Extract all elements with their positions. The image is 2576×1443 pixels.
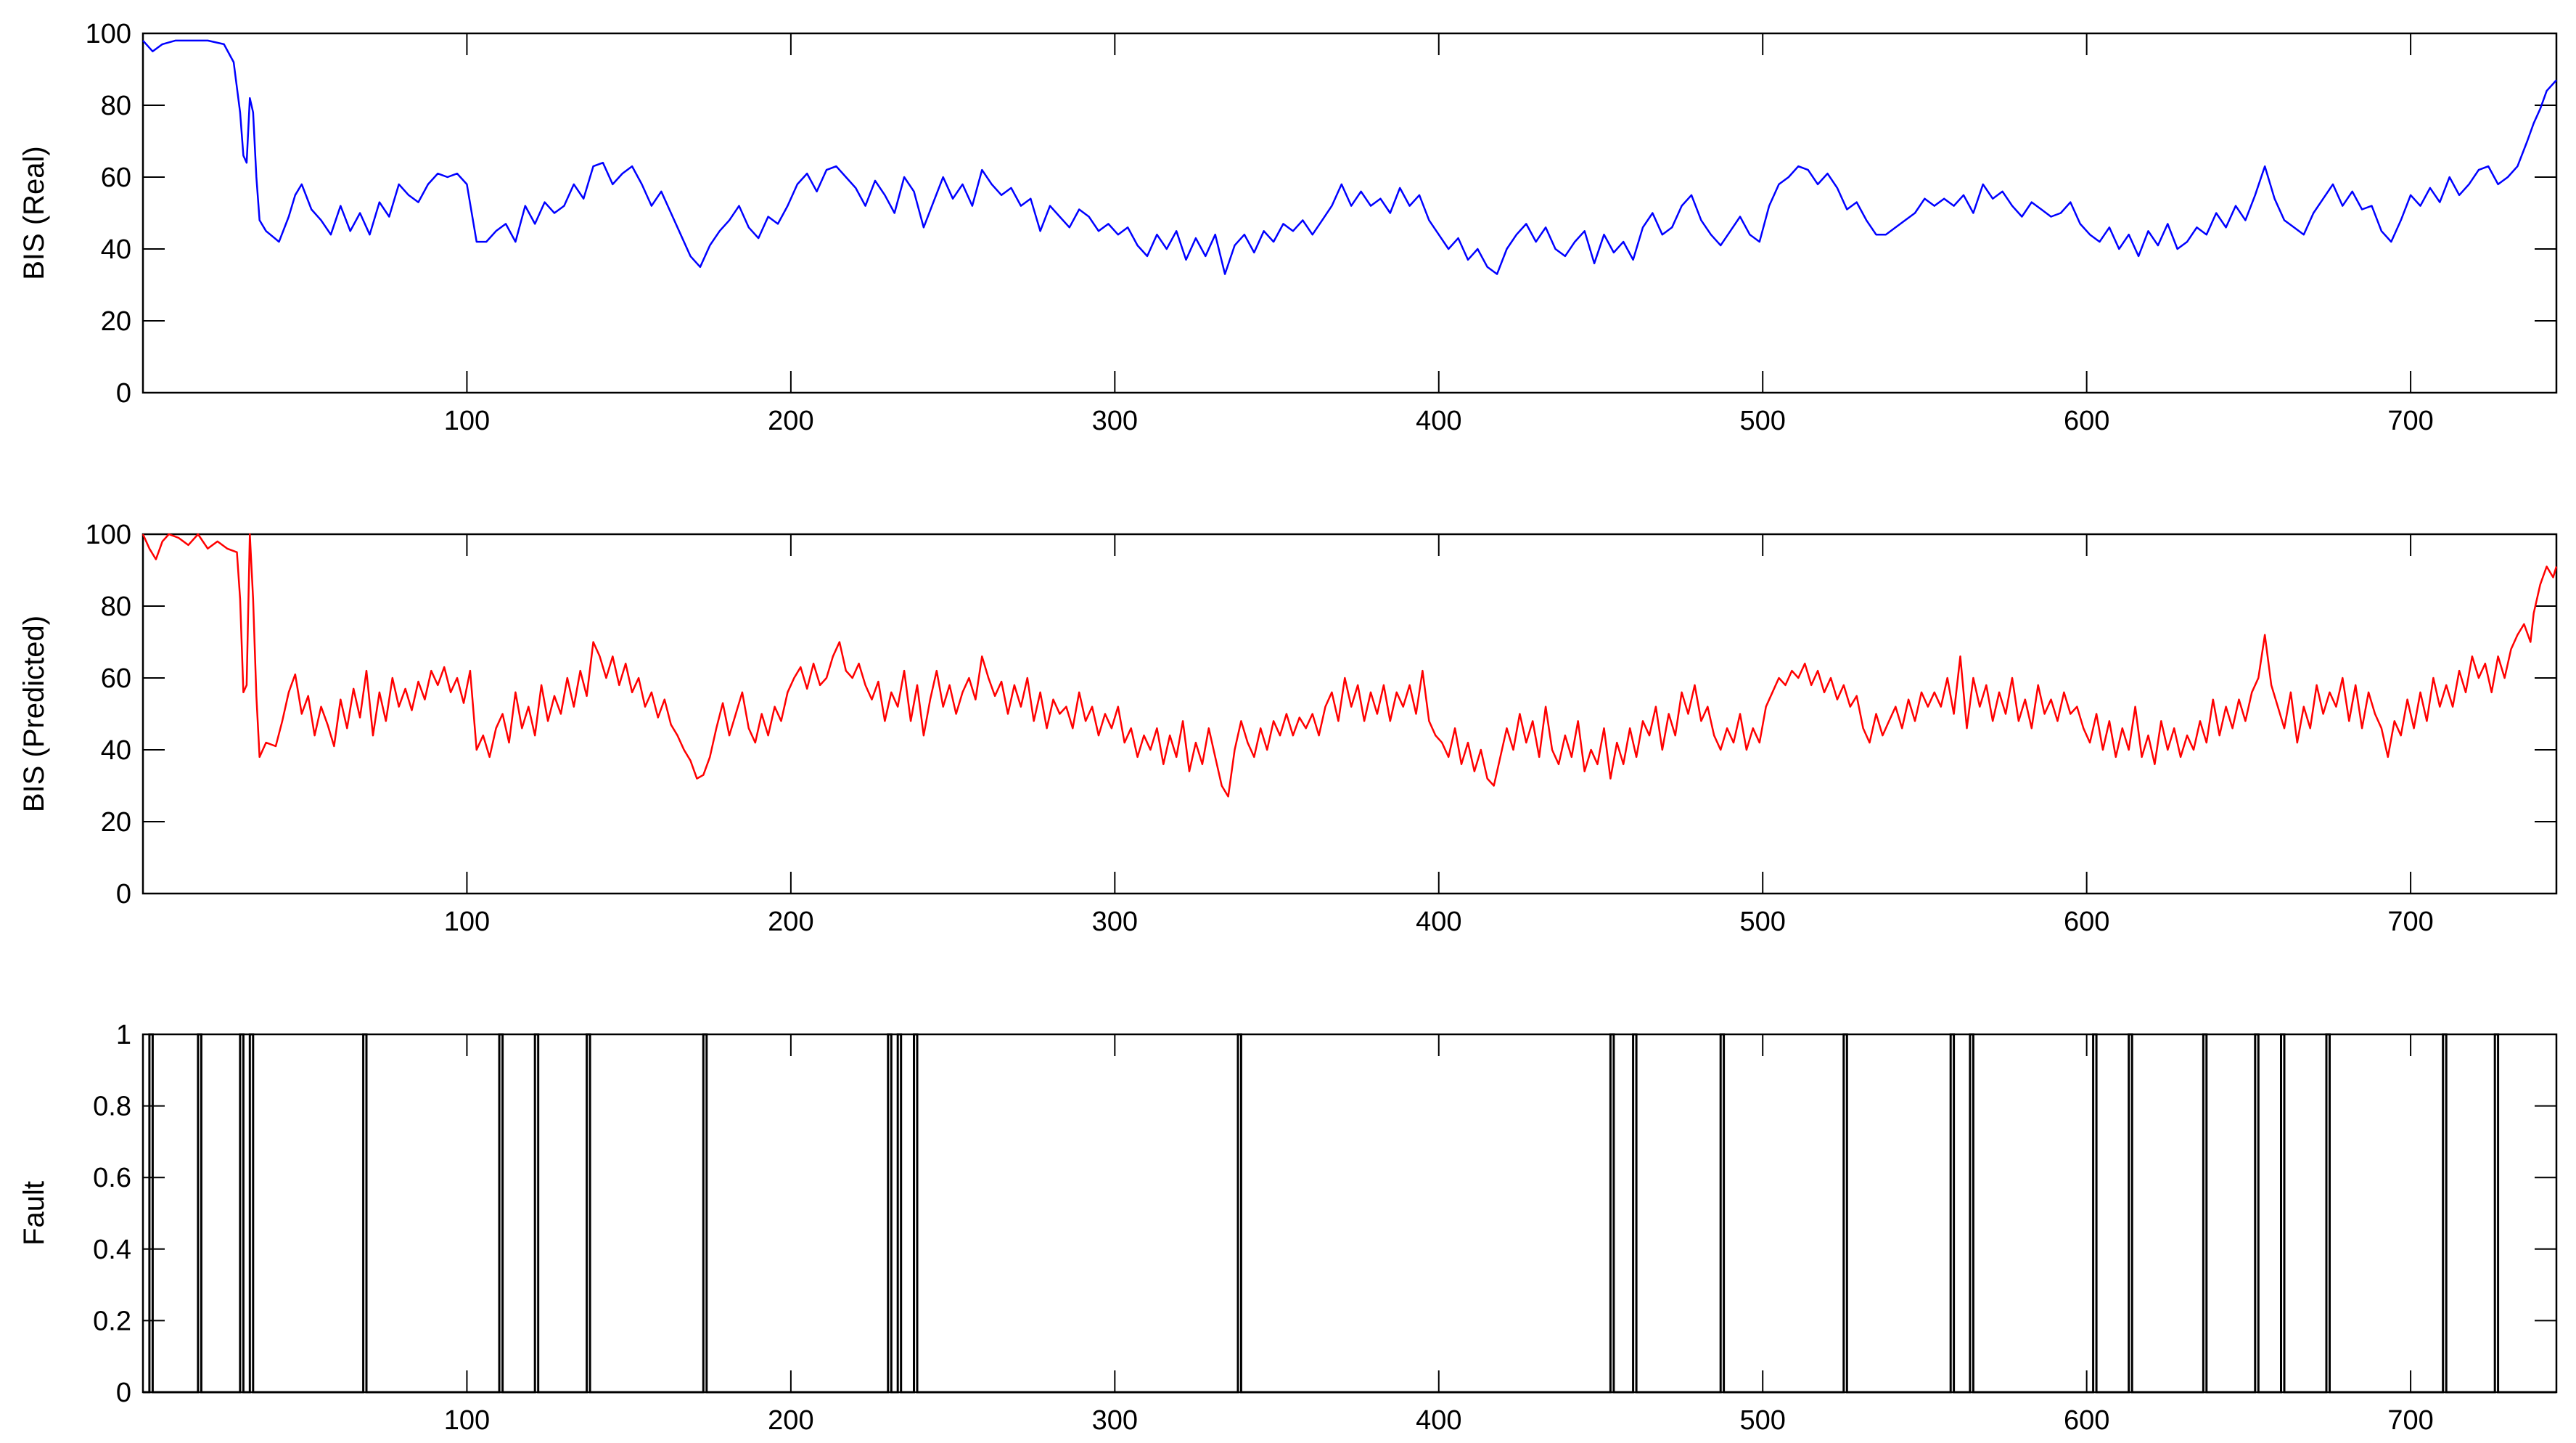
subplot-fault: 0 0.2 0.4 0.6 0.8 1 100 200 300 400 500 600 700 Fau… — [18, 1020, 2558, 1436]
y-tick-label: 0.4 — [93, 1235, 131, 1265]
x-tick-label: 100 — [444, 1405, 490, 1436]
y-tick-label: 20 — [101, 807, 131, 838]
y-tick-marks — [143, 33, 2556, 393]
x-tick-label: 200 — [768, 1405, 813, 1436]
x-tick-label: 100 — [444, 907, 490, 937]
x-tick-marks — [466, 1034, 2412, 1392]
y-tick-marks — [143, 534, 2556, 894]
x-tick-label: 700 — [2387, 907, 2433, 937]
y-tick-labels: 0 20 40 60 80 100 — [86, 19, 131, 409]
x-tick-label: 200 — [768, 406, 813, 436]
y-tick-label: 100 — [86, 19, 131, 49]
y-tick-label: 60 — [101, 663, 131, 694]
axes-box — [141, 533, 2558, 895]
x-tick-label: 600 — [2064, 406, 2109, 436]
x-tick-label: 500 — [1740, 406, 1786, 436]
y-tick-label: 80 — [101, 91, 131, 121]
x-tick-label: 100 — [444, 406, 490, 436]
y-tick-label: 60 — [101, 163, 131, 193]
x-tick-label: 700 — [2387, 1405, 2433, 1436]
x-tick-label: 300 — [1092, 907, 1138, 937]
y-axis-label: BIS (Predicted) — [18, 616, 50, 812]
x-tick-label: 400 — [1416, 406, 1461, 436]
x-tick-label: 700 — [2387, 406, 2433, 436]
y-tick-label: 0.2 — [93, 1306, 131, 1336]
y-tick-label: 40 — [101, 234, 131, 265]
series-line-bis-real — [142, 39, 2557, 275]
x-tick-labels: 100 200 300 400 500 600 700 — [444, 907, 2434, 937]
x-tick-labels: 100 200 300 400 500 600 700 — [444, 406, 2434, 436]
x-tick-marks — [466, 33, 2412, 393]
series-line-fault — [143, 1033, 2556, 1394]
x-tick-label: 600 — [2064, 907, 2109, 937]
y-tick-label: 0 — [116, 378, 131, 409]
y-axis-label: BIS (Real) — [18, 146, 50, 280]
y-axis-label: Fault — [18, 1181, 50, 1246]
y-tick-label: 40 — [101, 735, 131, 766]
x-tick-label: 300 — [1092, 406, 1138, 436]
x-tick-label: 600 — [2064, 1405, 2109, 1436]
axes-box — [141, 32, 2558, 394]
y-tick-label: 0.6 — [93, 1163, 131, 1193]
y-tick-label: 80 — [101, 592, 131, 622]
x-tick-labels: 100 200 300 400 500 600 700 — [444, 1405, 2434, 1436]
y-tick-label: 100 — [86, 520, 131, 550]
y-tick-label: 0.8 — [93, 1092, 131, 1122]
y-tick-label: 20 — [101, 306, 131, 337]
x-tick-label: 500 — [1740, 1405, 1786, 1436]
subplot-bis-real: 0 20 40 60 80 100 100 200 300 400 500 600 700 BIS (… — [18, 19, 2558, 436]
series-line-bis-predicted — [141, 533, 2558, 798]
x-tick-label: 300 — [1092, 1405, 1138, 1436]
x-tick-label: 400 — [1416, 907, 1461, 937]
y-tick-labels: 0 0.2 0.4 0.6 0.8 1 — [93, 1020, 131, 1408]
y-tick-labels: 0 20 40 60 80 100 — [86, 520, 131, 909]
y-tick-label: 1 — [116, 1020, 131, 1050]
x-tick-label: 200 — [768, 907, 813, 937]
x-tick-label: 500 — [1740, 907, 1786, 937]
x-tick-marks — [466, 534, 2412, 894]
y-tick-label: 0 — [116, 1378, 131, 1408]
x-tick-label: 400 — [1416, 1405, 1461, 1436]
y-tick-label: 0 — [116, 879, 131, 909]
subplot-bis-predicted: 0 20 40 60 80 100 100 200 300 400 500 600 700 BIS (… — [18, 520, 2558, 937]
